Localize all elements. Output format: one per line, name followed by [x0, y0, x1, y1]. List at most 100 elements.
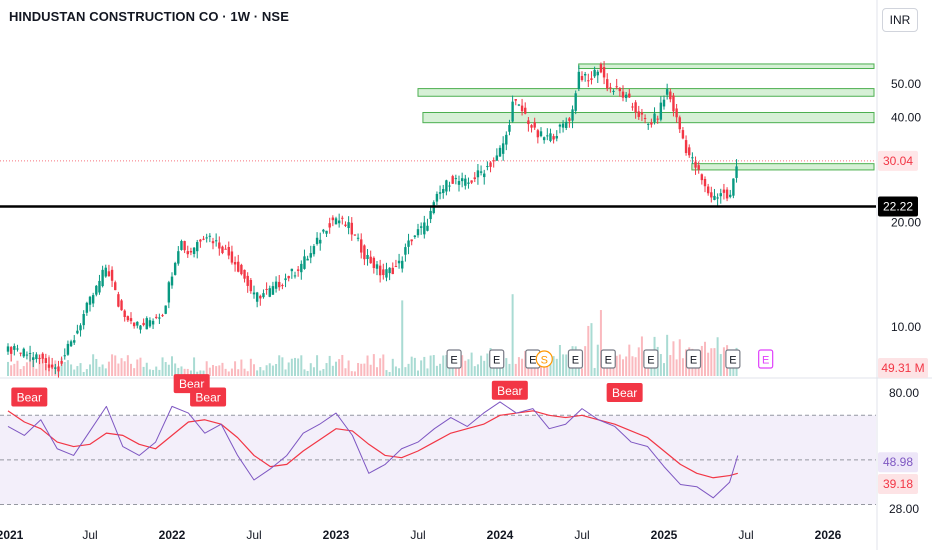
candle	[448, 181, 451, 192]
candle-body	[650, 122, 653, 125]
volume-bar	[41, 357, 44, 376]
candle-body	[483, 173, 486, 178]
candle	[211, 237, 215, 250]
volume-bar	[29, 354, 32, 376]
volume-bar	[130, 363, 132, 376]
candle	[467, 177, 470, 189]
volume-bar	[707, 352, 710, 376]
volume-bar	[413, 357, 416, 376]
volume-bar	[60, 358, 63, 376]
volume-bar	[284, 369, 287, 376]
volume-bar	[101, 364, 104, 376]
candle-body	[643, 118, 647, 120]
candle-body	[129, 318, 133, 322]
candle-body	[208, 235, 212, 237]
candle-body	[79, 325, 82, 331]
earnings-marker-label: E	[605, 355, 612, 367]
volume-bar	[483, 360, 486, 376]
candle-body	[328, 223, 331, 228]
candle-body	[691, 157, 694, 159]
candle-body	[429, 210, 432, 220]
currency-button[interactable]: INR	[882, 8, 918, 32]
bear-label: Bear	[190, 387, 227, 407]
candle	[167, 280, 171, 309]
candle-body	[457, 181, 461, 185]
volume-bar	[322, 369, 325, 376]
volume-bar	[593, 367, 596, 376]
candle	[255, 291, 259, 308]
candle-body	[640, 112, 644, 115]
volume-bar	[92, 354, 95, 376]
price-axis[interactable]: 50.00 40.00 20.00 10.00 30.04 22.22 49.31 M	[878, 77, 928, 378]
volume-bar	[398, 368, 401, 376]
time-axis[interactable]: 2021 Jul 2022 Jul 2023 Jul 2024 Jul 2025 Jul 2026	[0, 528, 842, 542]
candle-body	[505, 134, 508, 145]
volume-bar	[407, 363, 410, 376]
candle-body	[22, 348, 25, 357]
volume-bar	[306, 370, 309, 376]
volume-bar	[230, 368, 233, 376]
volume-bar	[350, 371, 353, 376]
candle	[221, 245, 224, 255]
resistance-zone-3	[422, 111, 875, 124]
candle-body	[76, 330, 79, 334]
candle-body	[609, 87, 612, 89]
volume-bar	[221, 362, 224, 376]
volume-bar	[341, 354, 344, 376]
volume-bar	[300, 355, 303, 376]
volume-bar	[22, 366, 25, 376]
time-tick-label: 2024	[487, 528, 514, 542]
candle-body	[397, 260, 401, 264]
candle	[378, 259, 382, 283]
rsi-axis[interactable]: 80.00 28.00 48.98 39.18	[878, 386, 919, 516]
volume-bar	[70, 364, 73, 376]
candle-body	[530, 125, 533, 128]
candle-body	[391, 267, 394, 275]
volume-bar	[290, 358, 293, 376]
candle-body	[552, 136, 555, 140]
candle-body	[16, 348, 19, 350]
candle-body	[568, 118, 571, 121]
candle	[659, 96, 663, 122]
candle	[107, 264, 111, 277]
candle	[237, 254, 240, 273]
resistance-zone-4	[691, 163, 875, 171]
volume-bar	[426, 368, 429, 376]
candle	[665, 83, 669, 100]
candle-body	[202, 238, 205, 240]
candle	[530, 124, 533, 133]
volume-bar	[587, 325, 590, 376]
volume-bar	[174, 363, 177, 376]
volume-bar	[76, 366, 79, 376]
candle-body	[360, 239, 363, 253]
candle-body	[319, 239, 322, 244]
volume-bar	[196, 371, 199, 376]
candle	[265, 282, 268, 295]
candle-body	[177, 251, 180, 264]
candle	[325, 230, 328, 238]
candle-body	[615, 86, 618, 88]
candle-body	[306, 258, 309, 261]
candle-body	[524, 107, 527, 114]
candle	[388, 267, 391, 281]
candle	[536, 128, 540, 144]
candle	[145, 316, 148, 330]
candle	[230, 245, 234, 265]
candle	[312, 244, 316, 257]
candle-body	[675, 108, 678, 118]
candle	[139, 324, 142, 334]
volume-bar	[722, 347, 725, 376]
candle-body	[732, 178, 735, 196]
volume-bar	[410, 356, 413, 376]
candle	[82, 310, 85, 330]
candle-body	[694, 161, 697, 168]
candle	[19, 352, 22, 357]
candle	[483, 169, 486, 185]
candle	[725, 187, 729, 202]
candle	[495, 148, 499, 161]
candle-body	[214, 240, 218, 242]
candle-body	[312, 246, 316, 255]
candle-body	[401, 260, 404, 269]
